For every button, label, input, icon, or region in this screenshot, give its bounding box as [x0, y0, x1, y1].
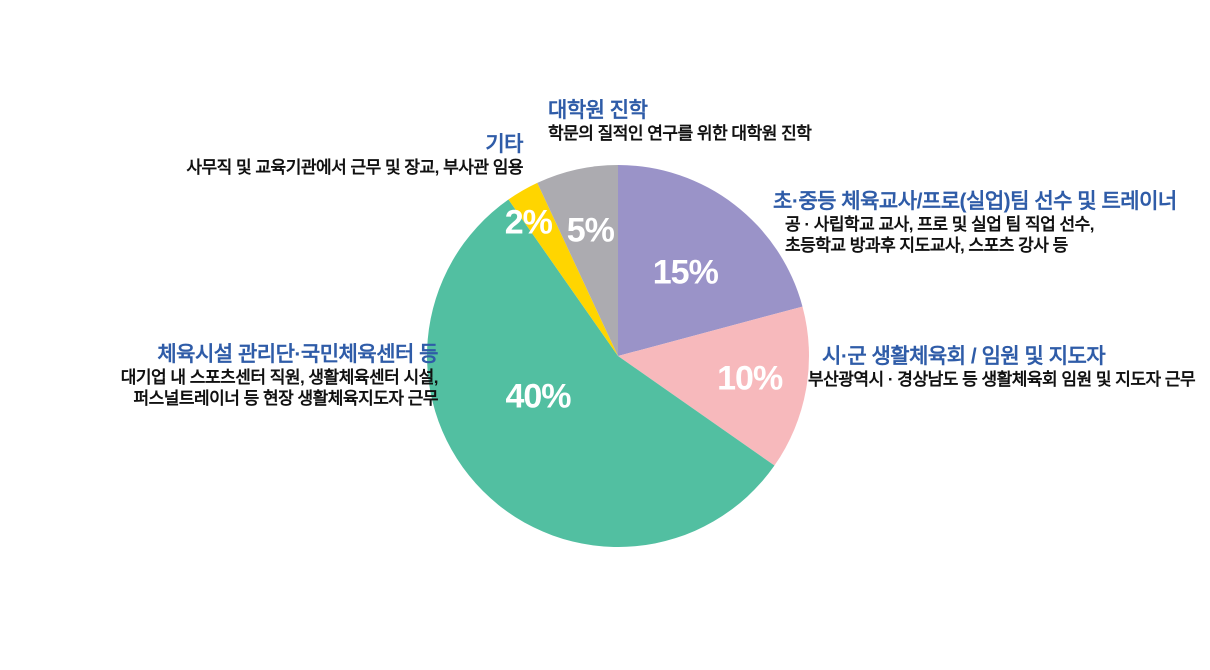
callout-grad-school: 대학원 진학 학문의 질적인 연구를 위한 대학원 진학 — [548, 98, 812, 144]
callout-sports-council: 시·군 생활체육회 / 임원 및 지도자 부산광역시 · 경상남도 등 생활체육… — [808, 344, 1196, 390]
callout-facilities-desc: 대기업 내 스포츠센터 직원, 생활체육센터 시설, 퍼스널트레이너 등 현장 … — [80, 367, 439, 409]
callout-facilities: 체육시설 관리단·국민체육센터 등 대기업 내 스포츠센터 직원, 생활체육센터… — [80, 342, 439, 409]
callout-etc-desc: 사무직 및 교육기관에서 근무 및 장교, 부사관 임용 — [186, 158, 523, 177]
pie-slice-2 — [427, 199, 775, 547]
callout-etc: 기타 사무직 및 교육기관에서 근무 및 장교, 부사관 임용 — [186, 132, 523, 178]
callout-facilities-desc-line2: 퍼스널트레이너 등 현장 생활체육지도자 근무 — [133, 389, 438, 408]
callout-teachers-desc-line2: 초등학교 방과후 지도교사, 스포츠 강사 등 — [785, 236, 1068, 255]
callout-facilities-title: 체육시설 관리단·국민체육센터 등 — [157, 343, 438, 366]
pie-slice-1 — [618, 306, 809, 466]
callout-grad-school-title: 대학원 진학 — [548, 99, 648, 122]
pie-slice-4 — [537, 165, 618, 356]
pie-chart — [427, 165, 809, 547]
pie-slice-0 — [618, 165, 803, 356]
callout-teachers-title: 초·중등 체육교사/프로(실업)팀 선수 및 트레이너 — [773, 190, 1177, 213]
callout-teachers-desc: 공 · 사립학교 교사, 프로 및 실업 팀 직업 선수, 초등학교 방과후 지… — [785, 214, 1177, 256]
callout-facilities-desc-line1: 대기업 내 스포츠센터 직원, 생활체육센터 시설, — [120, 368, 439, 387]
callout-sports-council-desc: 부산광역시 · 경상남도 등 생활체육회 임원 및 지도자 근무 — [808, 370, 1196, 389]
callout-teachers-desc-line1: 공 · 사립학교 교사, 프로 및 실업 팀 직업 선수, — [785, 215, 1094, 234]
callout-grad-school-desc: 학문의 질적인 연구를 위한 대학원 진학 — [548, 124, 812, 143]
pie-slice-3 — [508, 182, 618, 356]
callout-sports-council-title: 시·군 생활체육회 / 임원 및 지도자 — [822, 345, 1106, 368]
callout-teachers: 초·중등 체육교사/프로(실업)팀 선수 및 트레이너 공 · 사립학교 교사,… — [773, 189, 1177, 256]
callout-etc-title: 기타 — [485, 133, 523, 156]
